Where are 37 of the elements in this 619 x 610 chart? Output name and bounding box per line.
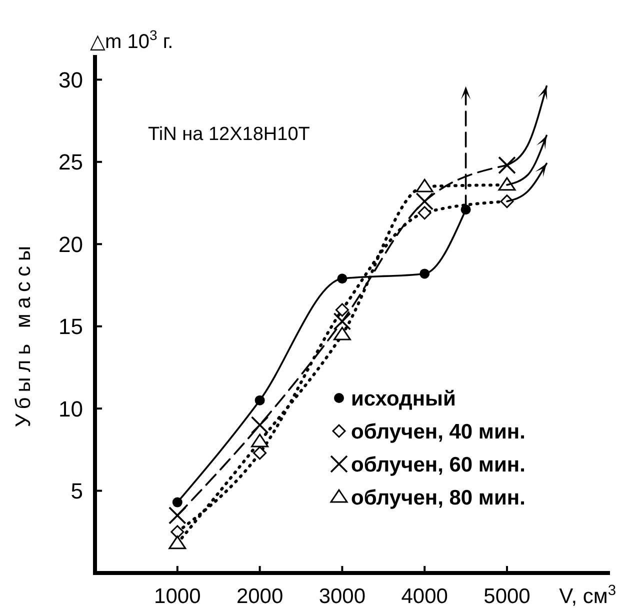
point [168, 536, 186, 550]
y-tick-label: 20 [58, 232, 83, 257]
point [250, 416, 269, 434]
point [418, 206, 432, 220]
x-tick-label: 4000 [401, 585, 448, 608]
point [337, 274, 348, 284]
y-tick-label: 5 [70, 478, 83, 504]
y-tick-label: 30 [58, 67, 83, 92]
y-tick-label: 15 [58, 314, 83, 340]
x-axis-title: V, см$^{3}$ [559, 583, 616, 608]
point [335, 303, 349, 317]
point [170, 525, 184, 539]
legend-label: облучен, 80 мин. [351, 486, 526, 510]
y-tick-label: 25 [58, 150, 83, 175]
point [416, 192, 434, 210]
point [420, 268, 430, 279]
x-tick-label: 3000 [318, 585, 366, 608]
legend-label: исходный [351, 387, 456, 410]
point [333, 312, 352, 330]
y-tick-label: 10 [58, 396, 83, 422]
legend-label: облучен, 60 мин. [351, 453, 526, 476]
x-tick-label: 5000 [484, 585, 530, 608]
point [253, 446, 267, 460]
point [416, 178, 434, 192]
point [498, 156, 516, 174]
point [498, 177, 516, 191]
x-tick-label: 2000 [236, 585, 284, 608]
point [168, 506, 186, 524]
x-tick-label: 1000 [154, 585, 201, 608]
point [333, 326, 351, 340]
y-axis-title: Убыль массы [12, 240, 35, 428]
text: △m 10$^{3}$ г. [90, 27, 174, 53]
point [172, 497, 182, 508]
point [254, 395, 265, 406]
annotation: TiN на 12X18H10T [148, 124, 310, 145]
point [251, 434, 269, 448]
legend-label: облучен, 40 мин. [351, 420, 526, 444]
